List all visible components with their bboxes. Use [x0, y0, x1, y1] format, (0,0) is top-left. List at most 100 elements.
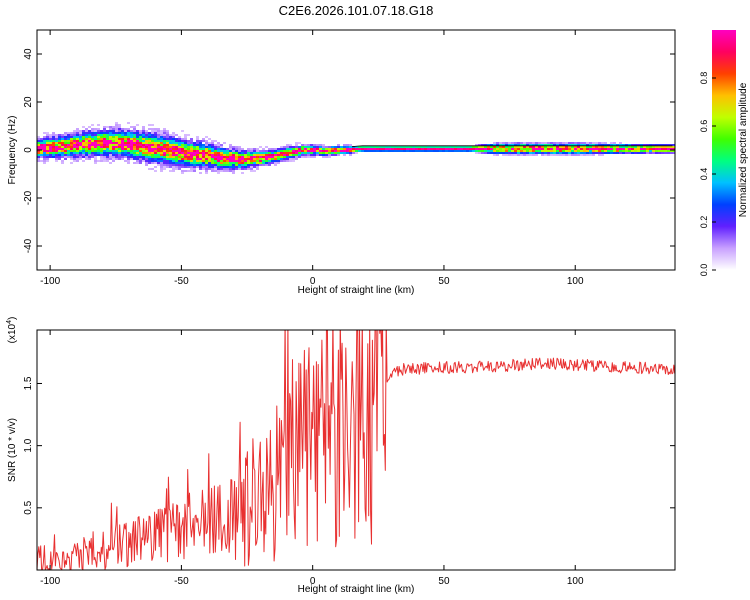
heatmap-cell	[355, 150, 358, 152]
heatmap-cell	[133, 134, 136, 136]
heatmap-cell	[496, 154, 499, 156]
heatmap-cell	[136, 146, 139, 148]
heatmap-cell	[616, 150, 619, 152]
heatmap-cell	[196, 138, 199, 140]
heatmap-cell	[208, 138, 211, 140]
heatmap-cell	[274, 150, 277, 152]
heatmap-cell	[286, 154, 289, 156]
heatmap-cell	[199, 156, 202, 158]
x-tick-label: 100	[567, 276, 584, 287]
heatmap-cell	[148, 158, 151, 160]
heatmap-cell	[343, 144, 346, 146]
heatmap-cell	[61, 134, 64, 136]
heatmap-cell	[385, 150, 388, 152]
heatmap-cell	[637, 150, 640, 152]
heatmap-cell	[172, 142, 175, 144]
heatmap-cell	[541, 150, 544, 152]
heatmap-cell	[511, 142, 514, 144]
heatmap-cell	[568, 154, 571, 156]
heatmap-cell	[238, 164, 241, 166]
heatmap-cell	[115, 156, 118, 158]
heatmap-cell	[259, 146, 262, 148]
heatmap-cell	[94, 134, 97, 136]
heatmap-cell	[337, 144, 340, 146]
heatmap-cell	[88, 134, 91, 136]
heatmap-cell	[154, 152, 157, 154]
heatmap-cell	[202, 150, 205, 152]
heatmap-cell	[235, 160, 238, 162]
heatmap-cell	[73, 140, 76, 142]
heatmap-cell	[640, 148, 643, 150]
heatmap-cell	[166, 148, 169, 150]
heatmap-cell	[514, 142, 517, 144]
heatmap-cell	[193, 146, 196, 148]
heatmap-cell	[601, 154, 604, 156]
heatmap-cell	[670, 152, 673, 154]
heatmap-cell	[433, 150, 436, 152]
heatmap-cell	[97, 142, 100, 144]
heatmap-cell	[208, 166, 211, 168]
heatmap-cell	[289, 144, 292, 146]
heatmap-cell	[268, 158, 271, 160]
heatmap-cell	[160, 158, 163, 160]
heatmap-cell	[211, 162, 214, 164]
heatmap-cell	[595, 146, 598, 148]
heatmap-cell	[178, 144, 181, 146]
heatmap-cell	[607, 152, 610, 154]
heatmap-cell	[595, 148, 598, 150]
heatmap-cell	[82, 130, 85, 132]
heatmap-cell	[145, 142, 148, 144]
heatmap-cell	[256, 162, 259, 164]
heatmap-cell	[76, 144, 79, 146]
heatmap-cell	[349, 146, 352, 148]
heatmap-cell	[577, 146, 580, 148]
heatmap-cell	[115, 128, 118, 130]
heatmap-cell	[172, 138, 175, 140]
heatmap-cell	[379, 150, 382, 152]
heatmap-cell	[349, 150, 352, 152]
heatmap-cell	[535, 144, 538, 146]
heatmap-cell	[313, 144, 316, 146]
heatmap-cell	[394, 150, 397, 152]
heatmap-cell	[70, 138, 73, 140]
heatmap-cell	[43, 142, 46, 144]
heatmap-cell	[265, 162, 268, 164]
heatmap-cell	[529, 146, 532, 148]
heatmap-cell	[85, 144, 88, 146]
heatmap-cell	[151, 136, 154, 138]
heatmap-cell	[172, 144, 175, 146]
heatmap-cell	[118, 124, 121, 126]
heatmap-cell	[82, 142, 85, 144]
heatmap-cell	[190, 140, 193, 142]
heatmap-cell	[79, 148, 82, 150]
heatmap-cell	[193, 150, 196, 152]
heatmap-cell	[670, 148, 673, 150]
heatmap-cell	[106, 142, 109, 144]
heatmap-cell	[205, 156, 208, 158]
heatmap-cell	[313, 148, 316, 150]
heatmap-cell	[505, 148, 508, 150]
heatmap-cell	[604, 142, 607, 144]
heatmap-cell	[61, 162, 64, 164]
heatmap-cell	[190, 170, 193, 172]
heatmap-cell	[124, 146, 127, 148]
heatmap-cell	[436, 150, 439, 152]
heatmap-cell	[412, 146, 415, 148]
heatmap-cell	[118, 138, 121, 140]
heatmap-cell	[178, 138, 181, 140]
heatmap-cell	[517, 148, 520, 150]
heatmap-cell	[175, 168, 178, 170]
heatmap-cell	[214, 168, 217, 170]
heatmap-cell	[244, 166, 247, 168]
y-tick-label: 0	[23, 147, 34, 153]
heatmap-cell	[559, 144, 562, 146]
heatmap-cell	[259, 160, 262, 162]
snr-x-ticks: -100 -50 0 50 100	[40, 330, 584, 587]
heatmap-cell	[100, 160, 103, 162]
heatmap-cell	[67, 156, 70, 158]
heatmap-cell	[58, 152, 61, 154]
heatmap-cell	[100, 156, 103, 158]
heatmap-cell	[52, 150, 55, 152]
heatmap-cell	[250, 158, 253, 160]
heatmap-cell	[259, 164, 262, 166]
